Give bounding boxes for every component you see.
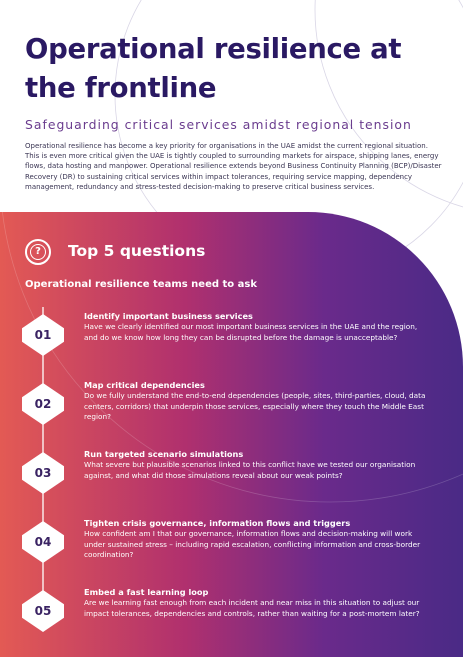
question-item: 05 Embed a fast learning loop Are we lea… bbox=[0, 587, 463, 654]
page-subtitle: Safeguarding critical services amidst re… bbox=[25, 117, 412, 132]
panel-heading: Top 5 questions bbox=[68, 242, 206, 260]
question-circle-icon: ? bbox=[25, 239, 51, 265]
question-text: How confident am I that our governance, … bbox=[84, 529, 421, 559]
question-number-badge: 01 bbox=[22, 314, 64, 356]
question-item: 04 Tighten crisis governance, informatio… bbox=[0, 518, 463, 585]
question-number-badge: 03 bbox=[22, 452, 64, 494]
question-number-badge: 05 bbox=[22, 590, 64, 632]
question-title: Embed a fast learning loop bbox=[84, 587, 209, 597]
question-text: What severe but plausible scenarios link… bbox=[84, 460, 416, 480]
panel-subheading: Operational resilience teams need to ask bbox=[25, 279, 257, 290]
question-text: Do we fully understand the end-to-end de… bbox=[84, 391, 426, 421]
question-title: Map critical dependencies bbox=[84, 380, 205, 390]
question-title: Identify important business services bbox=[84, 311, 253, 321]
question-text: Are we learning fast enough from each in… bbox=[84, 598, 420, 618]
question-title: Run targeted scenario simulations bbox=[84, 449, 244, 459]
question-number-badge: 02 bbox=[22, 383, 64, 425]
question-item: 03 Run targeted scenario simulations Wha… bbox=[0, 449, 463, 516]
question-item: 01 Identify important business services … bbox=[0, 311, 463, 378]
page-title: Operational resilience at the frontline bbox=[25, 33, 402, 104]
question-text: Have we clearly identified our most impo… bbox=[84, 322, 418, 342]
question-title: Tighten crisis governance, information f… bbox=[84, 518, 351, 528]
intro-paragraph: Operational resilience has become a key … bbox=[25, 142, 442, 191]
question-number-badge: 04 bbox=[22, 521, 64, 563]
question-item: 02 Map critical dependencies Do we fully… bbox=[0, 380, 463, 447]
